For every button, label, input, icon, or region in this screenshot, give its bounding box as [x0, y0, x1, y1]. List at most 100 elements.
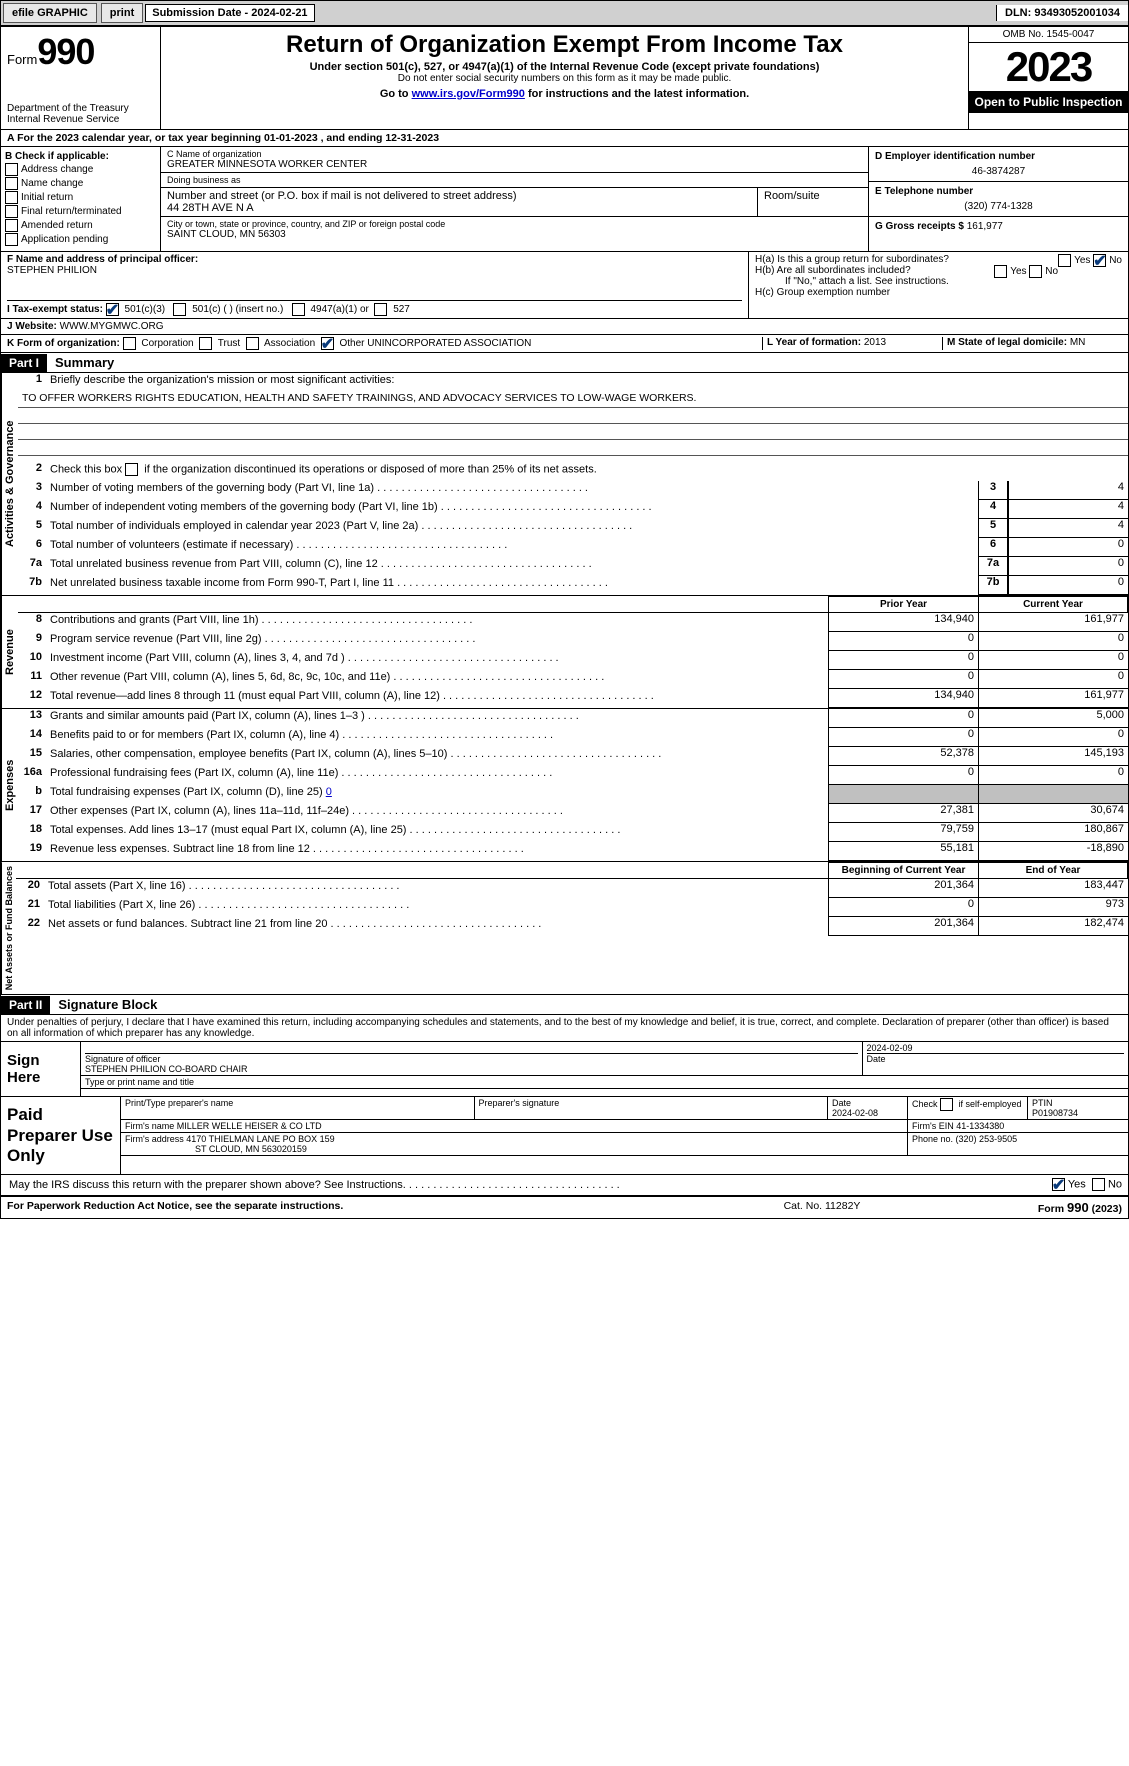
sig-officer-name: STEPHEN PHILION CO-BOARD CHAIR [85, 1064, 858, 1074]
row-klm: K Form of organization: Corporation Trus… [1, 335, 1128, 353]
form-footer: Form 990 (2023) [922, 1200, 1122, 1215]
cb-ha-no[interactable] [1093, 254, 1106, 267]
subtitle-1: Under section 501(c), 527, or 4947(a)(1)… [169, 61, 960, 73]
line-value: 0 [1008, 557, 1128, 576]
current-value: 0 [978, 766, 1128, 785]
instructions-link-row: Go to www.irs.gov/Form990 for instructio… [169, 88, 960, 100]
summary-line: 6 Total number of volunteers (estimate i… [18, 538, 1128, 557]
topbar: efile GRAPHIC print Submission Date - 20… [0, 0, 1129, 26]
cb-amended[interactable]: Amended return [5, 219, 156, 232]
irs-label: Internal Revenue Service [7, 114, 154, 125]
summary-line: 22 Net assets or fund balances. Subtract… [16, 917, 1128, 936]
line-desc: Total number of volunteers (estimate if … [48, 538, 978, 557]
net-col-headers: Beginning of Current Year End of Year [16, 862, 1128, 879]
prior-value: 0 [828, 898, 978, 917]
current-value: 30,674 [978, 804, 1128, 823]
current-value: 5,000 [978, 709, 1128, 728]
revenue-col-headers: Prior Year Current Year [18, 596, 1128, 613]
part2-title: Signature Block [50, 995, 165, 1014]
cb-527[interactable] [374, 303, 387, 316]
summary-line: 15 Salaries, other compensation, employe… [18, 747, 1128, 766]
form990-link[interactable]: www.irs.gov/Form990 [412, 88, 525, 100]
section-bcdefg: B Check if applicable: Address change Na… [1, 147, 1128, 252]
cb-501c3[interactable] [106, 303, 119, 316]
submission-date: Submission Date - 2024-02-21 [145, 4, 314, 22]
part1-badge: Part I [1, 354, 47, 372]
cb-hb-yes[interactable] [994, 265, 1007, 278]
row-a-taxyear: A For the 2023 calendar year, or tax yea… [1, 130, 1128, 147]
summary-line: 21 Total liabilities (Part X, line 26) 0… [16, 898, 1128, 917]
prior-value: 201,364 [828, 917, 978, 936]
form-label: Form [7, 52, 37, 67]
cb-final-return[interactable]: Final return/terminated [5, 205, 156, 218]
line-desc: Total assets (Part X, line 16) [46, 879, 828, 898]
cb-4947[interactable] [292, 303, 305, 316]
current-value: 973 [978, 898, 1128, 917]
line-boxnum: 3 [978, 481, 1008, 500]
efile-button[interactable]: efile GRAPHIC [3, 3, 97, 23]
summary-line: 20 Total assets (Part X, line 16) 201,36… [16, 879, 1128, 898]
fundraising-link[interactable]: 0 [326, 786, 332, 798]
website-label: J Website: [7, 321, 57, 332]
line-desc: Number of independent voting members of … [48, 500, 978, 519]
line-num: 20 [16, 879, 46, 898]
addr-value: 44 28TH AVE N A [167, 202, 751, 214]
summary-line: 5 Total number of individuals employed i… [18, 519, 1128, 538]
cb-name-change[interactable]: Name change [5, 177, 156, 190]
line-num: 7b [18, 576, 48, 595]
box-c: C Name of organization GREATER MINNESOTA… [161, 147, 868, 251]
prior-value: 55,181 [828, 842, 978, 861]
cb-other[interactable] [321, 337, 334, 350]
line-desc: Total number of individuals employed in … [48, 519, 978, 538]
cb-trust[interactable] [199, 337, 212, 350]
box-b: B Check if applicable: Address change Na… [1, 147, 161, 251]
paperwork-notice: For Paperwork Reduction Act Notice, see … [7, 1200, 722, 1215]
part1-header: Part I Summary [1, 353, 1128, 373]
current-value: 161,977 [978, 689, 1128, 708]
cb-label: Initial return [21, 192, 73, 203]
yes: Yes [1074, 255, 1090, 266]
officer-label: F Name and address of principal officer: [7, 254, 742, 265]
line-num: 11 [18, 670, 48, 689]
cb-501c[interactable] [173, 303, 186, 316]
cb-hb-no[interactable] [1029, 265, 1042, 278]
cb-ha-yes[interactable] [1058, 254, 1071, 267]
room-label: Room/suite [764, 190, 862, 202]
cb-assoc[interactable] [246, 337, 259, 350]
summary-line: 9 Program service revenue (Part VIII, li… [18, 632, 1128, 651]
line-num: 15 [18, 747, 48, 766]
cb-discontinued[interactable] [125, 463, 138, 476]
cb-corp[interactable] [123, 337, 136, 350]
cb-app-pending[interactable]: Application pending [5, 233, 156, 246]
mission-label: Briefly describe the organization's miss… [48, 373, 1128, 392]
ptin-value: P01908734 [1032, 1108, 1124, 1118]
sig-date-label: Date [867, 1053, 1125, 1064]
current-value: 145,193 [978, 747, 1128, 766]
line-desc: Revenue less expenses. Subtract line 18 … [48, 842, 828, 861]
print-button[interactable]: print [101, 3, 143, 23]
cb-discuss-no[interactable] [1092, 1178, 1105, 1191]
prior-value: 134,940 [828, 613, 978, 632]
cb-self-employed[interactable] [940, 1098, 953, 1111]
cb-initial-return[interactable]: Initial return [5, 191, 156, 204]
line-desc: Investment income (Part VIII, column (A)… [48, 651, 828, 670]
line-desc: Total expenses. Add lines 13–17 (must eq… [48, 823, 828, 842]
opt-trust: Trust [218, 338, 240, 349]
form-number: 990 [37, 31, 94, 72]
line-num: 13 [18, 709, 48, 728]
hb-label: H(b) Are all subordinates included? [755, 265, 911, 276]
mission-text: TO OFFER WORKERS RIGHTS EDUCATION, HEALT… [18, 392, 1128, 408]
cb-label: Application pending [21, 234, 108, 245]
cb-address-change[interactable]: Address change [5, 163, 156, 176]
current-value: 180,867 [978, 823, 1128, 842]
line-desc: Net unrelated business taxable income fr… [48, 576, 978, 595]
line-desc: Program service revenue (Part VIII, line… [48, 632, 828, 651]
paid-preparer-section: Paid Preparer Use Only Print/Type prepar… [1, 1097, 1128, 1175]
row-j: J Website: WWW.MYGMWC.ORG [1, 319, 1128, 335]
col-prior: Prior Year [828, 596, 978, 613]
part2-header: Part II Signature Block [1, 995, 1128, 1015]
summary-line: 8 Contributions and grants (Part VIII, l… [18, 613, 1128, 632]
line-num: 3 [18, 481, 48, 500]
taxexempt-label: I Tax-exempt status: [7, 304, 103, 315]
cb-discuss-yes[interactable] [1052, 1178, 1065, 1191]
